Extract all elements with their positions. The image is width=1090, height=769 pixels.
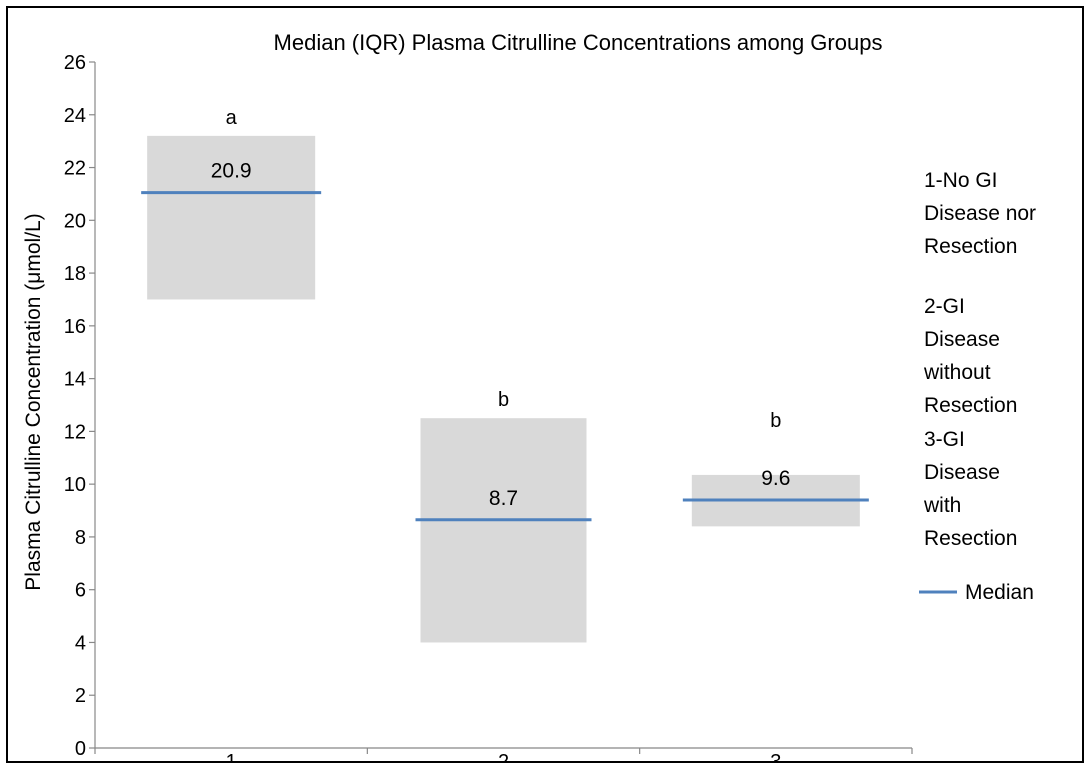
significance-letter-3: b	[770, 410, 781, 432]
y-tick-label: 2	[75, 685, 86, 707]
iqr-box-2	[420, 418, 587, 643]
legend-entry-1: 1-No GI Disease nor Resection	[924, 169, 1036, 258]
legend-entry-3: 3-GI Disease with Resection	[923, 428, 1017, 550]
y-axis-label: Plasma Citrulline Concentration (μmol/L)	[22, 213, 45, 590]
y-tick-label: 6	[75, 580, 86, 602]
y-tick-label: 0	[75, 738, 86, 760]
y-tick-label: 4	[75, 632, 86, 654]
legend-entry-line: without	[923, 361, 991, 384]
legend-entry-line: 1-No GI	[924, 169, 998, 192]
median-label-2: 8.7	[489, 487, 518, 510]
y-tick-label: 18	[64, 263, 86, 285]
y-tick-label: 8	[75, 527, 86, 549]
chart-frame: Median (IQR) Plasma Citrulline Concentra…	[6, 6, 1084, 763]
y-tick-label: 22	[64, 158, 86, 180]
chart-border	[6, 6, 1084, 763]
legend-entry-line: Resection	[924, 235, 1017, 258]
legend-entry-line: with	[923, 494, 961, 517]
significance-letter-1: a	[226, 107, 238, 129]
y-tick-label: 12	[64, 421, 86, 443]
legend-median-label: Median	[965, 581, 1034, 604]
x-tick-label: 2	[498, 751, 509, 763]
median-label-3: 9.6	[761, 467, 790, 490]
x-tick-label: 3	[770, 751, 781, 763]
y-tick-label: 26	[64, 52, 86, 74]
legend-entry-line: Disease	[924, 461, 1000, 484]
legend-entry-line: 3-GI	[924, 428, 965, 451]
x-tick-label: 1	[226, 751, 237, 763]
median-label-1: 20.9	[211, 160, 252, 183]
legend-entry-line: Resection	[924, 527, 1017, 550]
legend-entry-2: 2-GI Disease without Resection	[923, 295, 1017, 417]
legend-entry-line: 2-GI	[924, 295, 965, 318]
y-tick-label: 14	[64, 369, 86, 391]
iqr-box-1	[147, 135, 316, 300]
legend-entry-line: Disease nor	[924, 202, 1036, 225]
legend-entry-line: Resection	[924, 394, 1017, 417]
y-tick-label: 24	[64, 105, 86, 127]
chart-title: Median (IQR) Plasma Citrulline Concentra…	[274, 30, 883, 55]
legend-entry-line: Disease	[924, 328, 1000, 351]
y-tick-label: 16	[64, 316, 86, 338]
significance-letter-2: b	[498, 389, 509, 411]
y-tick-label: 20	[64, 210, 86, 232]
chart: Median (IQR) Plasma Citrulline Concentra…	[6, 6, 1084, 763]
y-tick-label: 10	[64, 474, 86, 496]
legend: 1-No GI Disease nor Resection 2-GI Disease wi…	[919, 169, 1036, 604]
